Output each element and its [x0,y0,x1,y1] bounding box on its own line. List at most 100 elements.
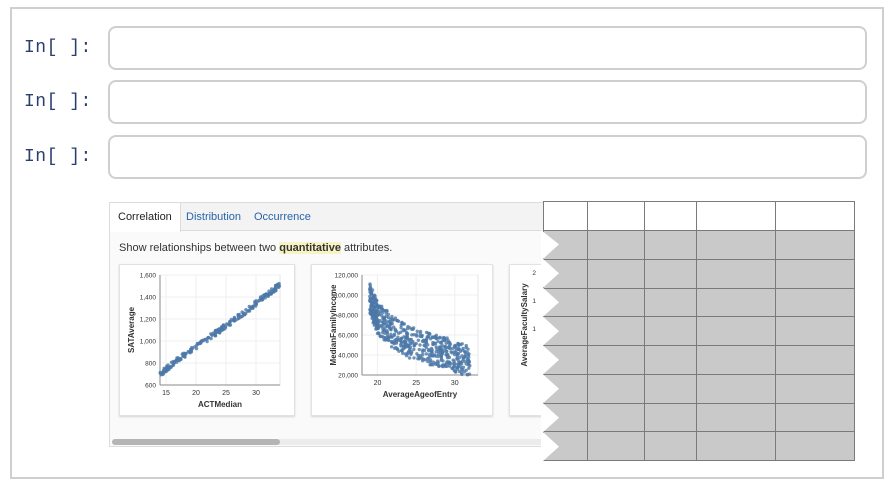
code-input-3[interactable] [108,135,867,179]
scatter-point [163,367,167,371]
scatter-point [387,335,391,340]
scatter-point [372,311,376,316]
scatter-point [450,366,454,370]
table-cell [587,258,645,289]
scatter-point [426,349,431,353]
y-tick-label: 20,000 [338,373,358,380]
scatter-point [169,360,174,364]
scatter-point [446,341,451,345]
torn-edge-shape [541,230,559,461]
y-tick-label: 40,000 [338,353,358,360]
table-cell [587,316,645,346]
scatter-point [402,335,406,339]
scatter-point [369,291,373,296]
table-cell [543,316,588,346]
x-tick-label: 30 [451,380,459,387]
scatter-point [414,333,419,337]
table-cell [696,201,776,231]
scatter-point [402,339,406,343]
code-input-1[interactable] [108,26,867,70]
scatter-point [427,356,431,360]
scatter-point [199,341,203,345]
scatter-point [461,365,466,369]
scatter-point [399,340,403,344]
code-cell-2[interactable]: In[ ]: [12,80,882,124]
code-cell-3[interactable]: In[ ]: [12,135,882,179]
scatter-point [384,319,388,323]
scatter-point [372,301,376,305]
tab-occurrence[interactable]: Occurrence [254,211,311,223]
scatter-point [370,288,375,292]
x-tick-label: 20 [374,380,382,387]
table-cell [696,345,776,375]
scatter-point [389,326,393,331]
scatter-point [408,337,412,342]
scatter-point [466,358,471,363]
gray-table-overlay [541,201,855,461]
scatter-point [213,331,218,335]
scatter-point [384,337,389,342]
table-row [543,258,855,289]
scatter-point [418,329,423,334]
y-tick-label: 800 [145,361,156,368]
table-row [543,373,855,404]
scatter-chart-act-sat: 600 800 1,000 1,200 1,400 1,600 15 20 25 30 ACTMed… [127,273,282,409]
y-tick-label: 1 [532,326,536,333]
scatter-point [389,339,393,344]
table-cell [775,287,855,318]
scatter-point [420,334,424,339]
scatter-point [401,351,405,355]
scatter-point [405,332,409,336]
horizontal-scrollbar[interactable] [112,439,548,445]
tab-distribution[interactable]: Distribution [186,211,242,223]
scatter-point [455,357,459,361]
scatter-point [437,364,441,368]
scatter-point [448,346,452,351]
scatter-point [389,332,393,336]
tab-correlation[interactable]: Correlation [110,203,181,232]
scatter-point [368,311,372,315]
table-cell [696,316,776,346]
scatter-point [444,353,448,357]
scatter-point [401,328,405,333]
scatter-point [277,285,281,289]
scatter-point [372,308,376,312]
scatter-point [463,349,467,354]
table-cell [543,230,588,260]
table-cell [587,373,645,404]
scatter-point [273,287,277,291]
scatter-point [399,323,403,327]
code-cell-1[interactable]: In[ ]: [12,26,882,70]
scatter-point [459,362,464,366]
x-axis-title: AverageAgeofEntry [383,390,458,399]
chart-card-1[interactable]: 600 800 1,000 1,200 1,400 1,600 15 20 25 30 ACTMed… [119,264,295,416]
scatter-point [177,358,181,363]
scatter-point [447,364,452,368]
table-cell [587,402,645,433]
scatter-point [421,352,425,357]
scatter-chart-age-income: 20,000 40,000 60,000 80,000 100,000 120,000 20… [329,273,479,399]
scatter-point [433,361,437,365]
code-input-2[interactable] [108,80,867,124]
scrollbar-thumb[interactable] [112,439,280,445]
scatter-point [397,349,401,353]
scatter-point [389,345,394,349]
scatter-point [213,333,217,338]
scatter-point [273,283,278,288]
y-tick-label: 80,000 [338,313,358,320]
scatter-point [428,363,432,367]
table-header-row [543,201,855,231]
table-cell [587,230,645,260]
chart-card-2[interactable]: 20,000 40,000 60,000 80,000 100,000 120,000 20… [311,264,493,416]
scatter-point [426,334,430,339]
scatter-point [160,372,164,376]
scatter-point [440,347,444,352]
scatter-point [384,311,388,315]
scatter-point [412,344,416,348]
scatter-point [457,347,462,352]
scatter-point [424,352,428,356]
scatter-point [416,353,420,358]
scatter-point [457,355,462,360]
scatter-point [436,359,440,363]
scatter-point [396,319,401,323]
